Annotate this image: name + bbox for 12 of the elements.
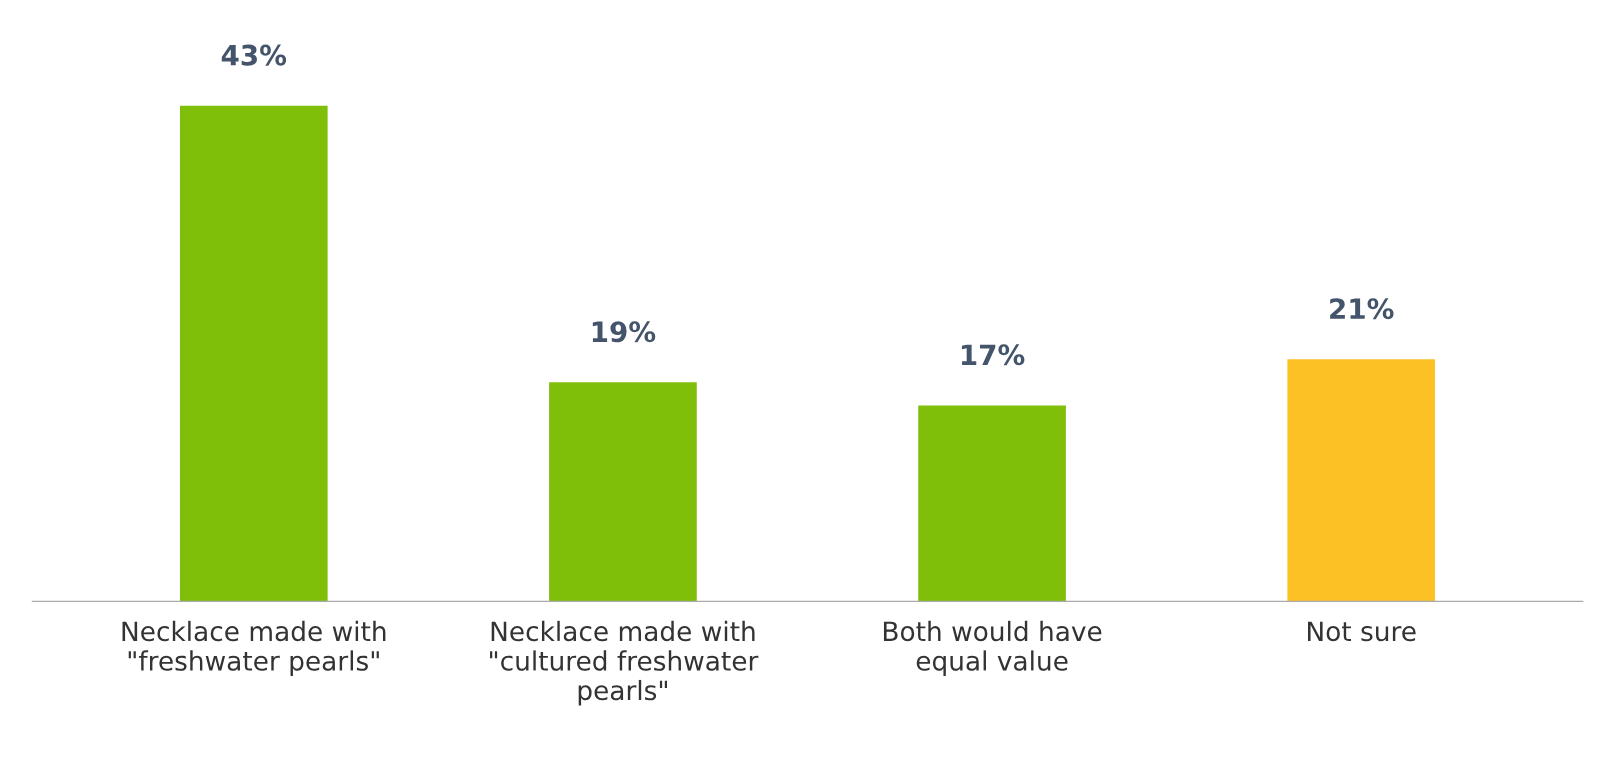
data-label: 17% xyxy=(961,344,1025,366)
x-tick-label: Both would have equal value xyxy=(883,620,1102,676)
x-tick-label: Necklace made with "freshwater pearls" xyxy=(122,620,386,676)
data-label: 43% xyxy=(221,44,287,66)
data-label: 19% xyxy=(592,321,656,343)
bar xyxy=(179,105,328,602)
x-tick-label: Not sure xyxy=(1308,621,1416,642)
bar xyxy=(918,405,1066,602)
bar xyxy=(1287,359,1436,602)
data-label: 21% xyxy=(1330,298,1394,320)
x-tick-label: Necklace made with "cultured freshwater pearls" xyxy=(490,620,759,706)
bar xyxy=(549,382,697,602)
